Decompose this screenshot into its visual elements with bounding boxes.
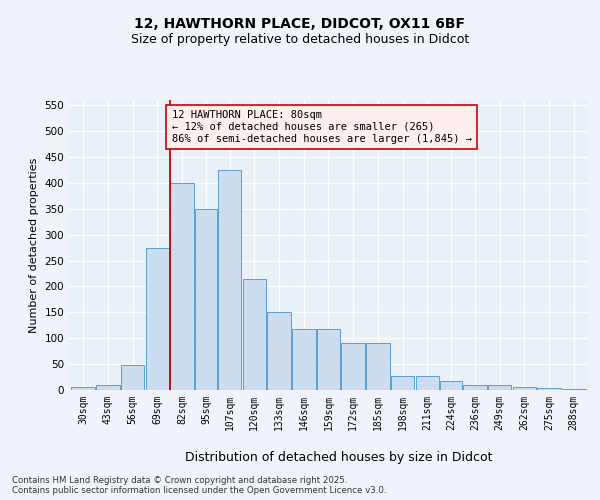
Bar — [71, 388, 95, 390]
Bar — [416, 376, 439, 390]
Text: Distribution of detached houses by size in Didcot: Distribution of detached houses by size … — [185, 451, 493, 464]
Y-axis label: Number of detached properties: Number of detached properties — [29, 158, 39, 332]
Bar — [170, 183, 194, 390]
Bar — [537, 388, 561, 390]
Bar — [218, 170, 241, 390]
Bar — [121, 365, 145, 390]
Text: Size of property relative to detached houses in Didcot: Size of property relative to detached ho… — [131, 32, 469, 46]
Text: Contains HM Land Registry data © Crown copyright and database right 2025.
Contai: Contains HM Land Registry data © Crown c… — [12, 476, 386, 495]
Bar — [195, 209, 217, 390]
Bar — [488, 385, 511, 390]
Bar — [512, 388, 536, 390]
Bar — [292, 329, 316, 390]
Bar — [391, 376, 415, 390]
Bar — [317, 329, 340, 390]
Bar — [440, 381, 462, 390]
Bar — [562, 389, 586, 390]
Text: 12 HAWTHORN PLACE: 80sqm
← 12% of detached houses are smaller (265)
86% of semi-: 12 HAWTHORN PLACE: 80sqm ← 12% of detach… — [172, 110, 472, 144]
Text: 12, HAWTHORN PLACE, DIDCOT, OX11 6BF: 12, HAWTHORN PLACE, DIDCOT, OX11 6BF — [134, 18, 466, 32]
Bar — [341, 344, 365, 390]
Bar — [463, 385, 487, 390]
Bar — [366, 344, 390, 390]
Bar — [96, 385, 120, 390]
Bar — [267, 312, 291, 390]
Bar — [146, 248, 169, 390]
Bar — [242, 278, 266, 390]
